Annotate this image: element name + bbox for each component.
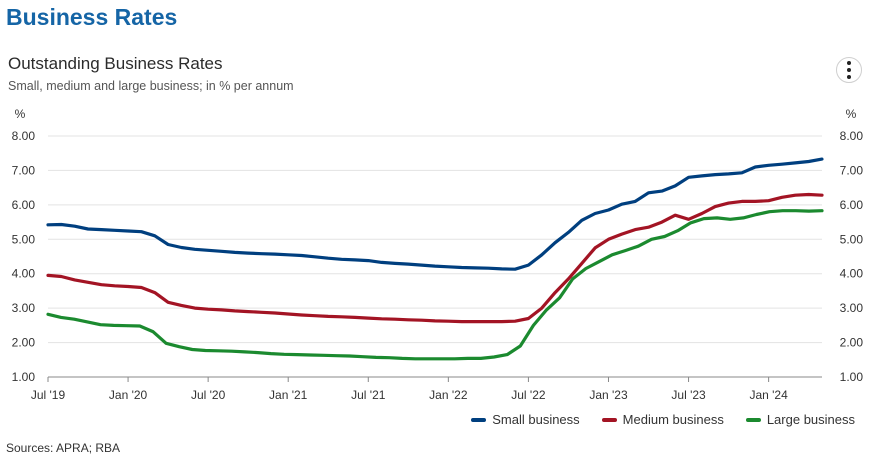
x-tick-label: Jan '24 — [749, 388, 788, 402]
source-note: Sources: APRA; RBA — [6, 441, 121, 455]
y-tick-label-right: 5.00 — [840, 232, 864, 246]
y-tick-label-left: 4.00 — [12, 267, 36, 281]
series-line-2[interactable] — [46, 209, 824, 361]
y-tick-label-right: 4.00 — [840, 267, 864, 281]
y-tick-label-right: 6.00 — [840, 198, 864, 212]
y-axis-right: 1.00 2.00 3.00 4.00 5.00 6.00 7.00 8.00 — [840, 129, 864, 384]
x-axis: Jul '19 Jan '20 Jul '20 Jan '21 Jul '21 Jan '… — [31, 377, 788, 402]
page-title: Business Rates — [6, 4, 178, 30]
x-tick-label: Jan '20 — [109, 388, 148, 402]
chart-menu-button[interactable] — [836, 57, 862, 83]
y-tick-label-right: 7.00 — [840, 163, 864, 177]
y-unit-right: % — [846, 107, 857, 121]
series-lines — [46, 157, 824, 361]
y-axis-left: 1.00 2.00 3.00 4.00 5.00 6.00 7.00 8.00 — [12, 129, 36, 384]
x-tick-label: Jul '21 — [351, 388, 386, 402]
x-tick-label: Jul '19 — [31, 388, 66, 402]
legend-label-medium: Medium business — [622, 412, 724, 427]
y-tick-label-right: 8.00 — [840, 129, 864, 143]
legend-swatch-large — [745, 417, 761, 422]
legend-label-small: Small business — [492, 412, 580, 427]
x-tick-label: Jan '21 — [269, 388, 308, 402]
y-tick-label-right: 2.00 — [840, 336, 864, 350]
more-vertical-icon — [847, 61, 851, 65]
x-tick-label: Jul '23 — [671, 388, 706, 402]
y-tick-label-left: 5.00 — [12, 232, 36, 246]
y-tick-label-right: 3.00 — [840, 301, 864, 315]
legend-swatch-medium — [601, 417, 617, 422]
more-vertical-icon-dot — [847, 68, 851, 72]
y-tick-label-left: 8.00 — [12, 129, 36, 143]
series-line-1[interactable] — [46, 192, 824, 324]
y-unit-left: % — [15, 107, 26, 121]
chart-subtitle: Small, medium and large business; in % p… — [8, 79, 294, 93]
legend-item-large[interactable]: Large business — [745, 412, 855, 427]
y-tick-label-left: 3.00 — [12, 301, 36, 315]
y-tick-label-right: 1.00 — [840, 370, 864, 384]
legend-swatch-small — [471, 417, 487, 422]
x-tick-label: Jul '22 — [511, 388, 546, 402]
y-tick-label-left: 2.00 — [12, 336, 36, 350]
chart-legend: Small business Medium business Large bus… — [471, 412, 855, 427]
gridlines — [48, 135, 822, 378]
y-tick-label-left: 6.00 — [12, 198, 36, 212]
x-tick-label: Jan '23 — [589, 388, 628, 402]
x-tick-label: Jan '22 — [429, 388, 468, 402]
legend-item-small[interactable]: Small business — [471, 412, 580, 427]
more-vertical-icon-dot — [847, 75, 851, 79]
x-tick-label: Jul '20 — [191, 388, 226, 402]
legend-label-large: Large business — [766, 412, 855, 427]
y-tick-label-left: 7.00 — [12, 163, 36, 177]
series-line-0[interactable] — [46, 157, 824, 271]
chart-title: Outstanding Business Rates — [8, 54, 223, 73]
legend-item-medium[interactable]: Medium business — [601, 412, 724, 427]
y-tick-label-left: 1.00 — [12, 370, 36, 384]
